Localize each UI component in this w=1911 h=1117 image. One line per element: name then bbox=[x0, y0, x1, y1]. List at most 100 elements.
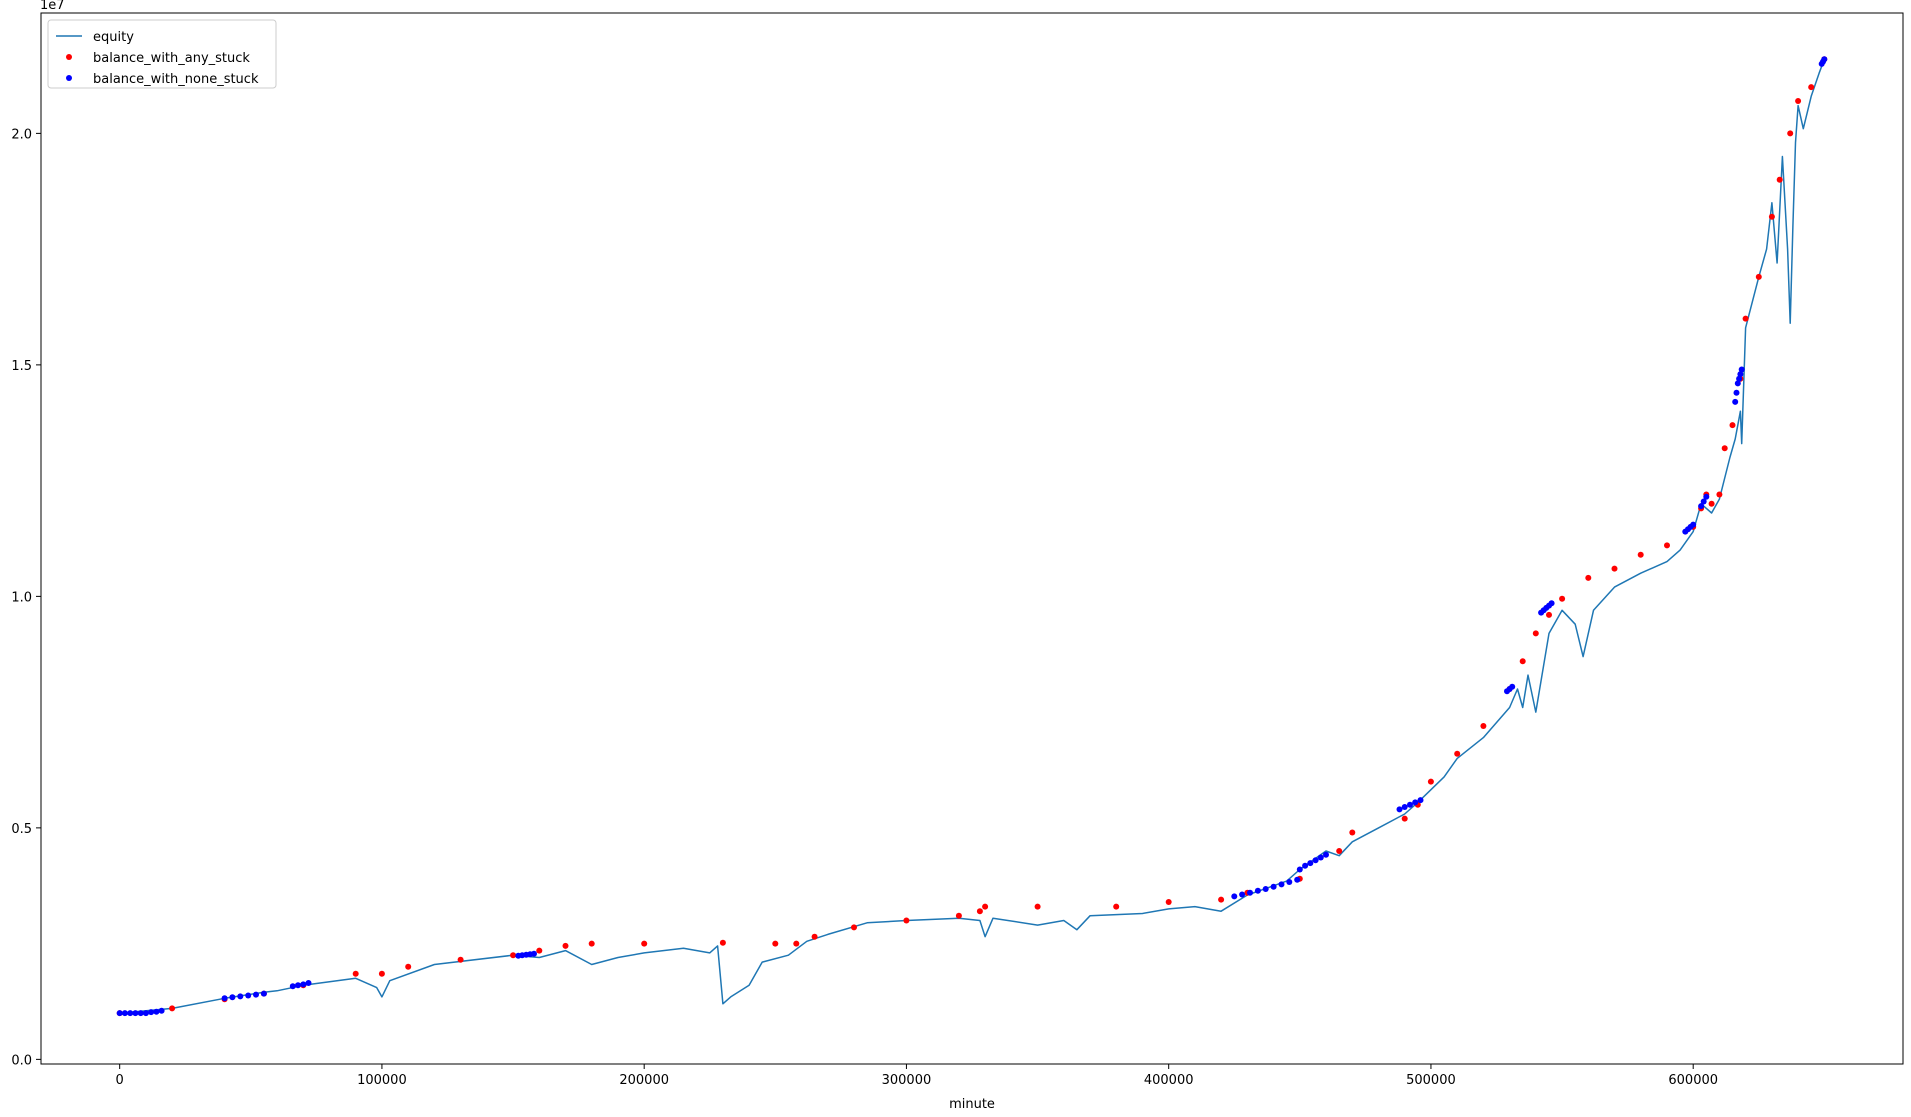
point-balance_with_none_stuck bbox=[1231, 893, 1238, 900]
point-balance_with_none_stuck bbox=[253, 991, 259, 998]
y-axis: 0.0 0.5 1.0 1.5 2.0 bbox=[11, 127, 41, 1068]
point-balance_with_any_stuck bbox=[793, 940, 800, 947]
x-tick-label: 100000 bbox=[357, 1073, 407, 1088]
point-balance_with_none_stuck bbox=[1733, 389, 1740, 396]
point-balance_with_any_stuck bbox=[976, 908, 983, 915]
point-balance_with_none_stuck bbox=[1417, 797, 1424, 804]
legend-label: equity bbox=[93, 30, 134, 45]
point-balance_with_any_stuck bbox=[982, 903, 989, 910]
point-balance_with_any_stuck bbox=[1637, 551, 1644, 558]
point-balance_with_any_stuck bbox=[1113, 903, 1120, 910]
point-balance_with_any_stuck bbox=[1721, 445, 1728, 452]
point-balance_with_none_stuck bbox=[1734, 380, 1741, 387]
point-balance_with_any_stuck bbox=[378, 970, 385, 977]
point-balance_with_any_stuck bbox=[1546, 611, 1552, 618]
point-balance_with_none_stuck bbox=[1296, 866, 1303, 873]
point-balance_with_none_stuck bbox=[1302, 862, 1309, 869]
point-balance_with_any_stuck bbox=[641, 940, 648, 947]
y-tick-label: 1.0 bbox=[11, 590, 32, 605]
point-balance_with_none_stuck bbox=[1396, 806, 1403, 813]
point-balance_with_none_stuck bbox=[1407, 801, 1413, 808]
y-tick-label: 0.5 bbox=[11, 822, 32, 837]
point-balance_with_none_stuck bbox=[1698, 503, 1705, 510]
point-balance_with_any_stuck bbox=[1034, 903, 1041, 910]
point-balance_with_none_stuck bbox=[1412, 799, 1419, 806]
point-balance_with_none_stuck bbox=[1548, 600, 1555, 607]
point-balance_with_none_stuck bbox=[1286, 879, 1293, 885]
point-balance_with_any_stuck bbox=[1708, 500, 1715, 507]
point-balance_with_any_stuck bbox=[1401, 815, 1408, 822]
point-balance_with_none_stuck bbox=[1254, 887, 1261, 894]
point-balance_with_none_stuck bbox=[116, 1010, 123, 1017]
point-balance_with_any_stuck bbox=[1336, 848, 1343, 854]
point-balance_with_none_stuck bbox=[137, 1010, 144, 1017]
point-balance_with_any_stuck bbox=[811, 933, 818, 940]
point-balance_with_none_stuck bbox=[305, 980, 312, 986]
point-balance_with_any_stuck bbox=[851, 924, 857, 931]
point-balance_with_any_stuck bbox=[955, 912, 962, 919]
point-balance_with_none_stuck bbox=[1247, 889, 1253, 896]
point-balance_with_any_stuck bbox=[510, 952, 517, 959]
legend: equity balance_with_any_stuck balance_with… bbox=[47, 19, 277, 89]
point-balance_with_none_stuck bbox=[1509, 683, 1516, 690]
point-balance_with_any_stuck bbox=[1795, 98, 1802, 104]
series-balance_with_none_stuck bbox=[116, 56, 1828, 1017]
x-axis-label: minute bbox=[949, 1097, 995, 1112]
point-balance_with_none_stuck bbox=[1700, 498, 1707, 505]
y-axis-offset-text: 1e7 bbox=[40, 0, 65, 13]
x-tick-label: 500000 bbox=[1406, 1073, 1456, 1088]
point-balance_with_none_stuck bbox=[148, 1009, 155, 1016]
point-balance_with_none_stuck bbox=[229, 994, 236, 1001]
point-balance_with_none_stuck bbox=[1690, 521, 1697, 528]
point-balance_with_none_stuck bbox=[127, 1010, 134, 1017]
point-balance_with_any_stuck bbox=[1585, 574, 1592, 581]
point-balance_with_any_stuck bbox=[1664, 542, 1670, 549]
point-balance_with_any_stuck bbox=[1165, 899, 1172, 905]
point-balance_with_any_stuck bbox=[1480, 723, 1487, 729]
point-balance_with_none_stuck bbox=[221, 995, 228, 1002]
point-balance_with_any_stuck bbox=[1742, 315, 1749, 322]
point-balance_with_none_stuck bbox=[300, 981, 307, 988]
point-balance_with_none_stuck bbox=[1736, 375, 1743, 382]
legend-label: balance_with_any_stuck bbox=[93, 51, 250, 66]
point-balance_with_none_stuck bbox=[295, 982, 301, 989]
point-balance_with_any_stuck bbox=[772, 940, 779, 947]
point-balance_with_any_stuck bbox=[588, 940, 595, 947]
x-tick-label: 400000 bbox=[1144, 1073, 1194, 1088]
point-balance_with_none_stuck bbox=[1732, 398, 1739, 405]
point-balance_with_none_stuck bbox=[1737, 371, 1744, 378]
point-balance_with_none_stuck bbox=[237, 993, 244, 1000]
y-tick-label: 1.5 bbox=[11, 359, 32, 374]
point-balance_with_any_stuck bbox=[1776, 176, 1783, 183]
point-balance_with_any_stuck bbox=[1218, 896, 1225, 903]
legend-dot-swatch bbox=[66, 75, 72, 81]
point-balance_with_any_stuck bbox=[1519, 658, 1526, 665]
point-balance_with_none_stuck bbox=[1270, 883, 1277, 890]
point-balance_with_any_stuck bbox=[1787, 130, 1794, 137]
point-balance_with_none_stuck bbox=[245, 992, 252, 999]
point-balance_with_none_stuck bbox=[132, 1010, 139, 1017]
point-balance_with_none_stuck bbox=[1401, 804, 1408, 810]
point-balance_with_any_stuck bbox=[1349, 829, 1356, 836]
point-balance_with_any_stuck bbox=[1729, 422, 1736, 429]
x-tick-label: 600000 bbox=[1668, 1073, 1718, 1088]
point-balance_with_none_stuck bbox=[1278, 881, 1285, 888]
x-tick-label: 0 bbox=[116, 1073, 124, 1088]
point-balance_with_none_stuck bbox=[531, 950, 537, 957]
point-balance_with_any_stuck bbox=[352, 970, 359, 977]
point-balance_with_none_stuck bbox=[1262, 886, 1269, 892]
point-balance_with_none_stuck bbox=[1312, 857, 1319, 864]
y-tick-label: 0.0 bbox=[11, 1053, 32, 1068]
point-balance_with_any_stuck bbox=[903, 917, 910, 924]
x-tick-label: 300000 bbox=[882, 1073, 932, 1088]
point-balance_with_any_stuck bbox=[1427, 778, 1434, 785]
axes-frame bbox=[40, 12, 1904, 1065]
point-balance_with_none_stuck bbox=[1317, 854, 1324, 861]
point-balance_with_none_stuck bbox=[158, 1007, 165, 1014]
point-balance_with_any_stuck bbox=[1768, 213, 1775, 220]
point-balance_with_none_stuck bbox=[1738, 366, 1745, 373]
x-axis: 0 100000 200000 300000 400000 500000 600000 bbox=[116, 1064, 1718, 1088]
y-tick-label: 2.0 bbox=[11, 127, 32, 142]
point-balance_with_none_stuck bbox=[1294, 876, 1301, 883]
